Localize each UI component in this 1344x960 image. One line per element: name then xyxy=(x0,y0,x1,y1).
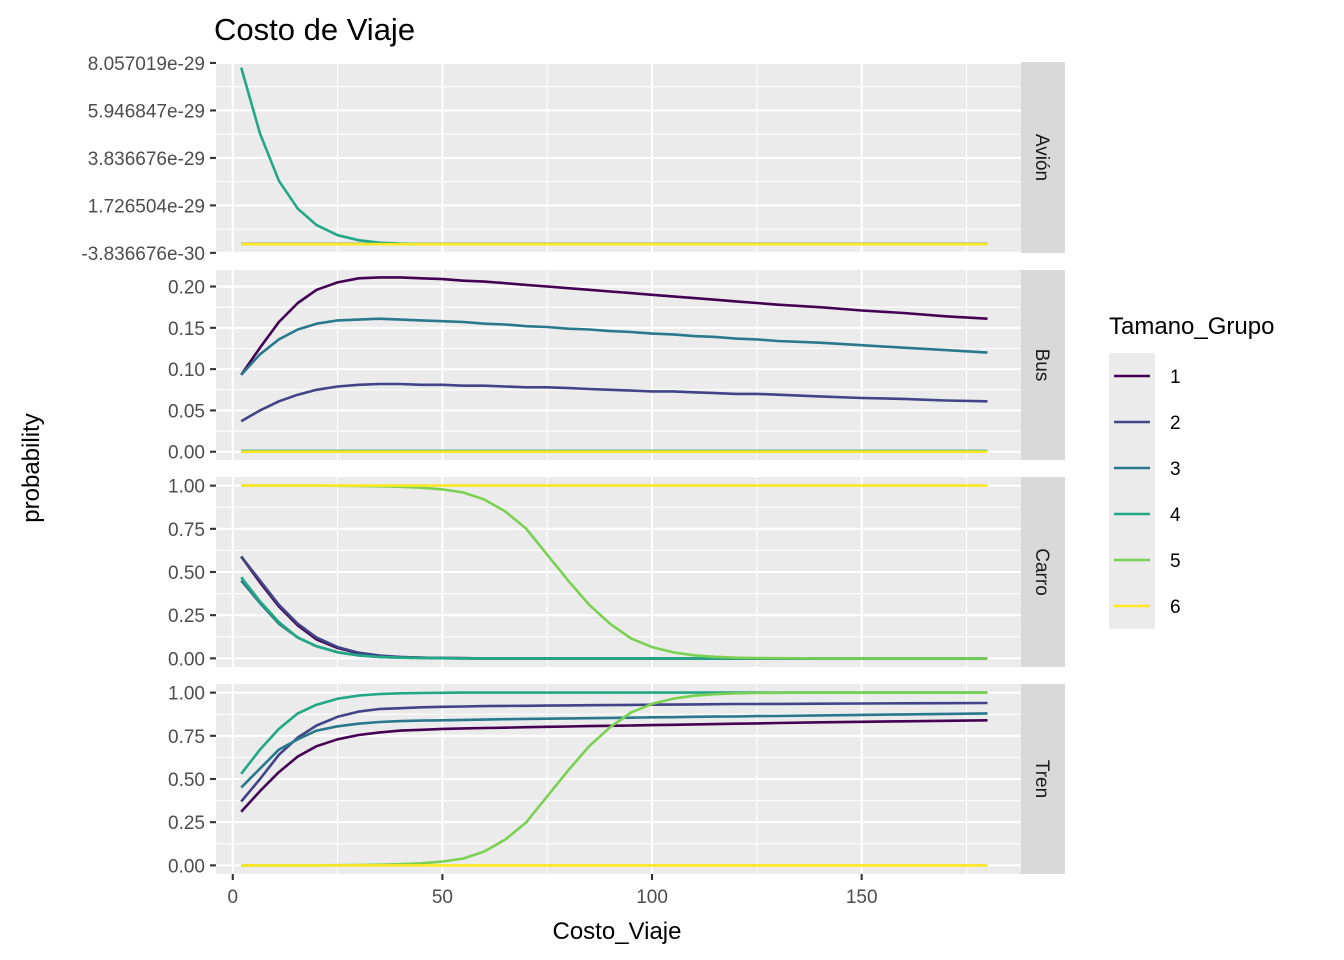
y-tick-label: 0.15 xyxy=(168,319,205,340)
legend-label: 1 xyxy=(1170,367,1181,388)
facet-strip xyxy=(1021,684,1065,874)
x-tick-label: 150 xyxy=(846,887,878,908)
y-tick-label: 0.50 xyxy=(168,770,205,791)
facet-strip-label: Tren xyxy=(1031,760,1052,798)
facet-panel-2: 1.00 0.75 0.50 0.25 0.00 Carro xyxy=(168,477,1065,670)
x-tick-label: 0 xyxy=(227,887,238,908)
facet-strip-label: Avión xyxy=(1031,134,1052,181)
legend-label: 5 xyxy=(1170,551,1181,572)
y-tick-label: 1.00 xyxy=(168,684,205,705)
legend-label: 4 xyxy=(1170,505,1181,526)
y-tick-label: 0.75 xyxy=(168,520,205,541)
series-line-group-3 xyxy=(240,712,988,789)
series-line-group-3 xyxy=(240,317,988,376)
y-tick-label: 0.20 xyxy=(168,278,205,299)
legend-keys: 1 2 3 4 5 6 xyxy=(1109,353,1181,629)
legend-label: 2 xyxy=(1170,413,1181,434)
y-tick-label: 8.057019e-29 xyxy=(88,54,205,75)
series-line-group-1 xyxy=(240,276,988,376)
y-axis-title: probability xyxy=(18,413,45,522)
facet-strip xyxy=(1021,477,1065,667)
series-line-group-2 xyxy=(240,701,988,803)
panel-background xyxy=(216,270,1021,460)
y-tick-label: 0.00 xyxy=(168,649,205,670)
facet-strip xyxy=(1021,270,1065,460)
x-axis: 0 50 100 150 xyxy=(227,874,878,908)
x-tick-label: 100 xyxy=(636,887,668,908)
y-tick-label: 0.00 xyxy=(168,443,205,464)
facet-panels: 8.057019e-29 5.946847e-29 3.836676e-29 1.72… xyxy=(81,54,1065,877)
legend-title: Tamano_Grupo xyxy=(1109,313,1274,340)
series-line-group-2 xyxy=(240,382,988,423)
y-tick-label: 0.05 xyxy=(168,401,205,422)
chart-title: Costo de Viaje xyxy=(214,12,415,47)
y-tick-label: 0.50 xyxy=(168,563,205,584)
facet-strip-label: Carro xyxy=(1031,548,1052,596)
facet-panel-1: 0.20 0.15 0.10 0.05 0.00 Bus xyxy=(168,270,1065,464)
x-axis-title: Costo_Viaje xyxy=(553,918,682,945)
y-tick-label: 1.00 xyxy=(168,477,205,498)
facet-strip-label: Bus xyxy=(1031,349,1052,382)
facet-panel-0: 8.057019e-29 5.946847e-29 3.836676e-29 1.72… xyxy=(81,54,1065,265)
facet-strip xyxy=(1021,62,1065,253)
y-tick-label: 0.00 xyxy=(168,856,205,877)
y-tick-label: 0.10 xyxy=(168,360,205,381)
y-tick-label: 3.836676e-29 xyxy=(88,149,205,170)
y-tick-label: -3.836676e-30 xyxy=(81,244,205,265)
y-tick-label: 5.946847e-29 xyxy=(88,101,205,122)
legend: Tamano_Grupo 1 2 3 4 5 6 xyxy=(1109,313,1274,629)
facet-panel-3: 1.00 0.75 0.50 0.25 0.00 Tren xyxy=(168,684,1065,877)
y-tick-label: 0.75 xyxy=(168,727,205,748)
legend-label: 3 xyxy=(1170,459,1181,480)
y-tick-label: 1.726504e-29 xyxy=(88,196,205,217)
y-tick-label: 0.25 xyxy=(168,813,205,834)
series-line-group-1 xyxy=(240,719,988,813)
legend-label: 6 xyxy=(1170,597,1181,618)
x-tick-label: 50 xyxy=(432,887,453,908)
y-tick-label: 0.25 xyxy=(168,606,205,627)
